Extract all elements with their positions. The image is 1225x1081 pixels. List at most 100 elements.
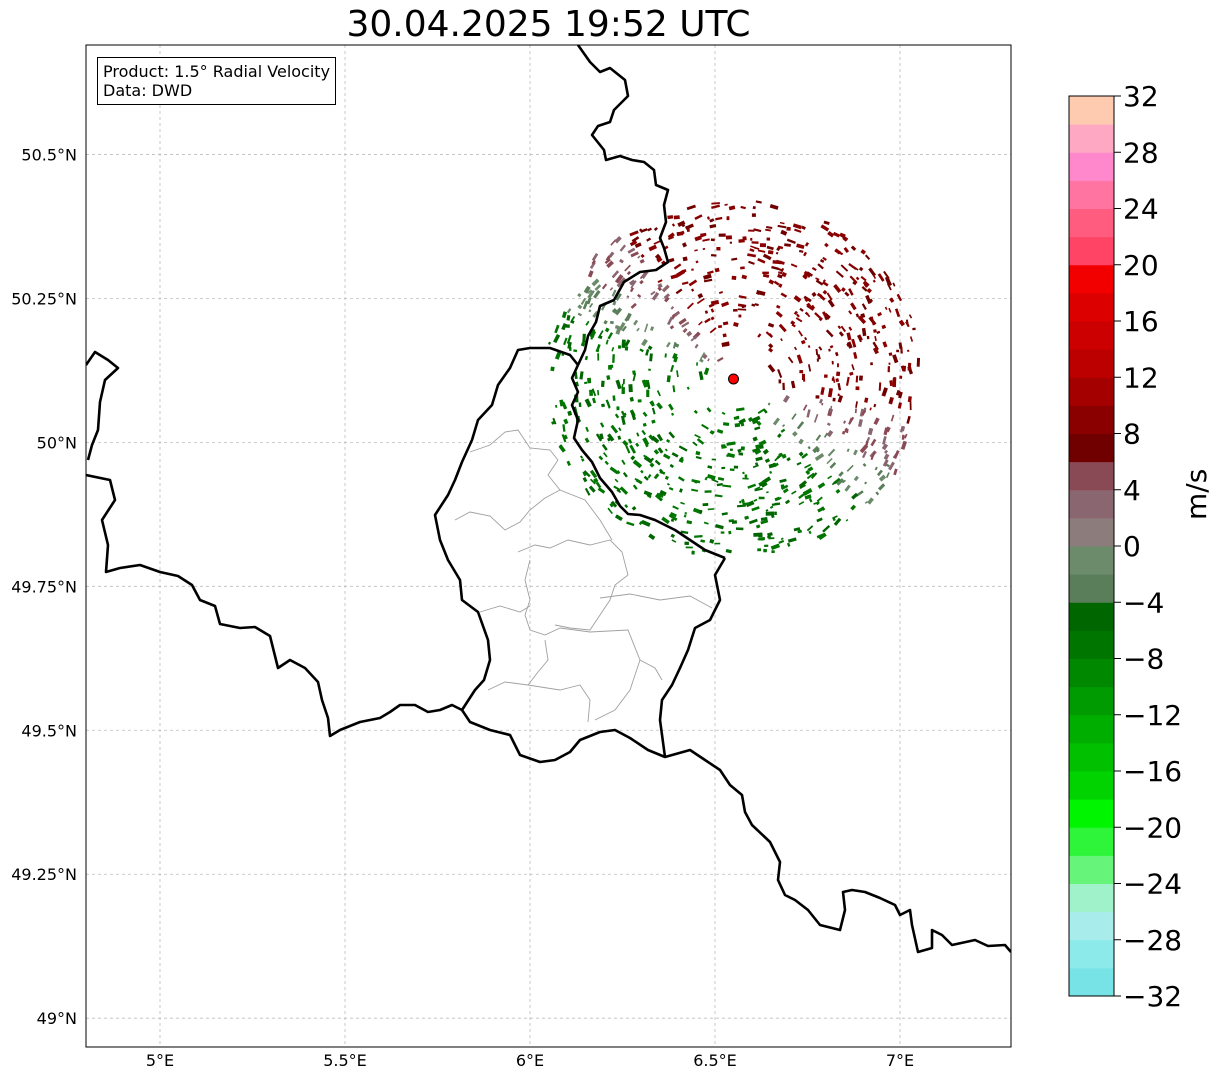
radar-echo — [651, 292, 660, 301]
radar-echo — [615, 293, 622, 301]
radar-echo — [604, 258, 611, 265]
radar-echo — [668, 431, 676, 439]
radar-echo — [627, 247, 636, 254]
radar-echo — [810, 304, 816, 310]
radar-echo — [611, 346, 615, 352]
radar-echo — [825, 329, 834, 338]
radar-echo — [766, 245, 774, 251]
radar-echo — [566, 460, 571, 467]
radar-echo — [615, 325, 622, 335]
radar-echo — [686, 330, 693, 337]
radar-echo — [598, 335, 603, 340]
radar-echo — [777, 224, 787, 229]
radar-echo — [561, 322, 568, 331]
radar-echo — [754, 448, 762, 455]
radar-echo — [651, 419, 656, 424]
radar-echo — [551, 420, 555, 425]
radar-echo — [718, 291, 724, 295]
radar-echo — [704, 310, 709, 314]
radar-echo — [716, 428, 724, 434]
radar-echo — [672, 352, 678, 360]
radar-echo — [624, 412, 627, 416]
radar-echo — [840, 264, 849, 272]
radar-echo — [724, 203, 728, 206]
radar-echo — [766, 491, 769, 494]
radar-echo — [848, 310, 853, 315]
radar-echo — [722, 321, 729, 326]
radar-echo — [916, 357, 921, 367]
radar-echo — [861, 327, 867, 337]
colorbar-segment — [1069, 264, 1114, 294]
radar-echo — [837, 395, 844, 403]
radar-echo — [558, 444, 566, 453]
radar-echo — [751, 506, 760, 512]
radar-echo — [771, 502, 781, 507]
radar-echo — [644, 323, 649, 333]
radar-echo — [661, 516, 670, 525]
radar-echo — [767, 402, 771, 406]
radar-echo — [815, 348, 819, 356]
radar-echo — [767, 532, 773, 537]
radar-echo — [768, 537, 775, 540]
y-tick-label: 49.5°N — [21, 721, 77, 740]
colorbar-tick-label: 28 — [1123, 136, 1159, 169]
radar-echo — [694, 249, 698, 252]
radar-echo — [781, 424, 786, 428]
radar-echo — [661, 284, 670, 293]
product-info-box: Product: 1.5° Radial Velocity Data: DWD — [97, 57, 337, 105]
radar-echo — [668, 513, 678, 522]
radar-echo — [822, 289, 828, 295]
colorbar-segment — [1069, 855, 1114, 884]
radar-echo — [655, 473, 660, 478]
radar-echo — [777, 273, 783, 279]
radar-echo — [775, 310, 783, 318]
radar-echo — [844, 484, 851, 492]
radar-echo — [823, 432, 829, 438]
radar-echo — [784, 499, 791, 505]
radar-echo — [823, 220, 830, 225]
radar-echo — [784, 243, 791, 247]
radar-echo — [837, 393, 840, 397]
radar-echo — [748, 229, 755, 232]
radar-echo — [808, 530, 812, 535]
radar-echo — [612, 300, 617, 306]
radar-echo — [907, 396, 912, 403]
radar-echo — [642, 411, 648, 418]
radar-echo — [824, 374, 828, 378]
radar-echo — [664, 475, 669, 480]
radar-echo — [610, 424, 619, 434]
colorbar-segment — [1069, 124, 1114, 153]
radar-echo — [867, 497, 874, 505]
radar-echo — [742, 477, 749, 480]
radar-echo — [709, 538, 715, 544]
radar-echo — [798, 451, 804, 457]
radar-echo — [656, 433, 664, 442]
radar-echo — [555, 404, 558, 408]
radar-echo — [835, 270, 844, 278]
radar-echo — [870, 438, 877, 447]
radar-echo — [728, 530, 732, 535]
radar-echo — [670, 518, 675, 522]
radar-echo — [650, 435, 660, 444]
radar-echo — [607, 433, 615, 442]
radar-echo — [686, 520, 693, 525]
radar-echo — [694, 214, 703, 220]
radar-echo — [817, 263, 824, 270]
radar-echo — [766, 237, 771, 241]
radar-echo — [552, 417, 557, 425]
radar-echo — [747, 416, 754, 423]
radar-echo — [798, 330, 803, 337]
colorbar-segment — [1069, 799, 1114, 828]
radar-echo — [802, 488, 813, 496]
radar-echo — [763, 548, 767, 553]
radar-echo — [909, 336, 914, 342]
radar-echo — [666, 482, 670, 486]
radar-echo — [827, 230, 835, 238]
radar-echo — [595, 433, 603, 442]
radar-echo — [672, 342, 677, 349]
radar-echo — [756, 292, 760, 295]
radar-echo — [621, 387, 625, 395]
radar-echo — [584, 437, 590, 443]
radar-echo — [802, 404, 808, 411]
radar-echo — [696, 362, 699, 366]
